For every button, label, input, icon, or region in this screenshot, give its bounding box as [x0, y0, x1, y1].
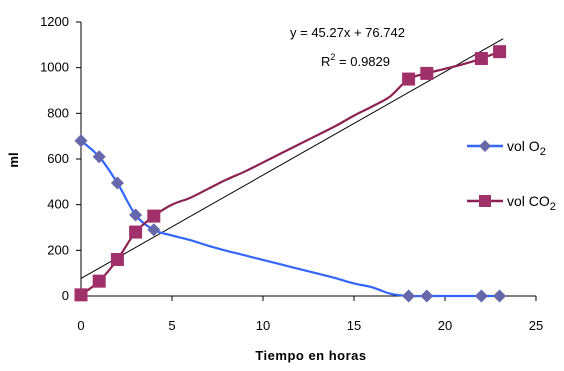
legend-label-co2-subscript: 2: [550, 201, 556, 213]
data-point-o2: [402, 289, 416, 303]
data-point-o2: [129, 208, 143, 222]
data-point-co2: [129, 225, 143, 239]
x-tick-label: 0: [77, 318, 84, 333]
y-tick-label: 1200: [40, 14, 69, 29]
y-axis-title: ml: [6, 152, 21, 167]
x-tick-label: 20: [438, 318, 452, 333]
r-squared-superscript: 2: [330, 52, 335, 62]
trendline-equation: y = 45.27x + 76.742: [290, 25, 405, 40]
r-squared-label: R: [321, 54, 330, 69]
data-point-o2: [92, 150, 106, 164]
x-tick-label: 10: [256, 318, 270, 333]
x-tick-label: 25: [529, 318, 543, 333]
data-point-co2: [402, 72, 416, 86]
data-point-co2: [110, 252, 124, 266]
series-line-o2: [80, 139, 500, 298]
data-point-co2: [474, 52, 488, 66]
series-line-co2: [80, 50, 500, 296]
trendline: [80, 38, 504, 279]
series-layer: [80, 50, 500, 298]
y-tick-label: 600: [47, 151, 69, 166]
data-point-co2: [493, 45, 507, 59]
x-axis-title: Tiempo en horas: [255, 348, 366, 363]
data-point-co2: [74, 288, 88, 302]
r-squared-value: = 0.9829: [335, 54, 390, 69]
data-point-o2: [74, 134, 88, 148]
marker-layer: [74, 45, 507, 303]
y-tick-label: 200: [47, 242, 69, 257]
y-tick-label: 1000: [40, 60, 69, 75]
x-tick-label: 15: [347, 318, 361, 333]
legend-label-co2: vol CO2: [507, 193, 556, 213]
data-point-o2: [110, 176, 124, 190]
data-point-o2: [147, 223, 161, 237]
trendline-r-squared: R2 = 0.9829: [321, 52, 390, 69]
trendline-layer: [80, 38, 504, 279]
y-tick-label: 0: [62, 288, 69, 303]
data-point-o2: [474, 289, 488, 303]
data-point-co2: [147, 209, 161, 223]
data-point-o2: [420, 289, 434, 303]
legend-item-co2: vol CO2: [467, 193, 556, 213]
x-tick-label: 5: [168, 318, 175, 333]
legend-item-o2: vol O2: [467, 138, 546, 158]
legend: vol O2 vol CO2: [467, 138, 556, 213]
legend-label-o2-text: vol O: [507, 138, 540, 154]
legend-marker-o2: [479, 140, 491, 152]
legend-label-o2: vol O2: [507, 138, 546, 158]
legend-label-co2-text: vol CO: [507, 193, 550, 209]
y-tick-label: 800: [47, 105, 69, 120]
data-point-o2: [493, 289, 507, 303]
legend-marker-co2: [479, 195, 491, 207]
axes-layer: 0 200 400 600 800 1000 1200 0 5 10 15 20 25: [40, 14, 543, 333]
y-tick-label: 400: [47, 197, 69, 212]
data-point-co2: [420, 66, 434, 80]
data-point-co2: [92, 274, 106, 288]
legend-label-o2-subscript: 2: [540, 146, 546, 158]
